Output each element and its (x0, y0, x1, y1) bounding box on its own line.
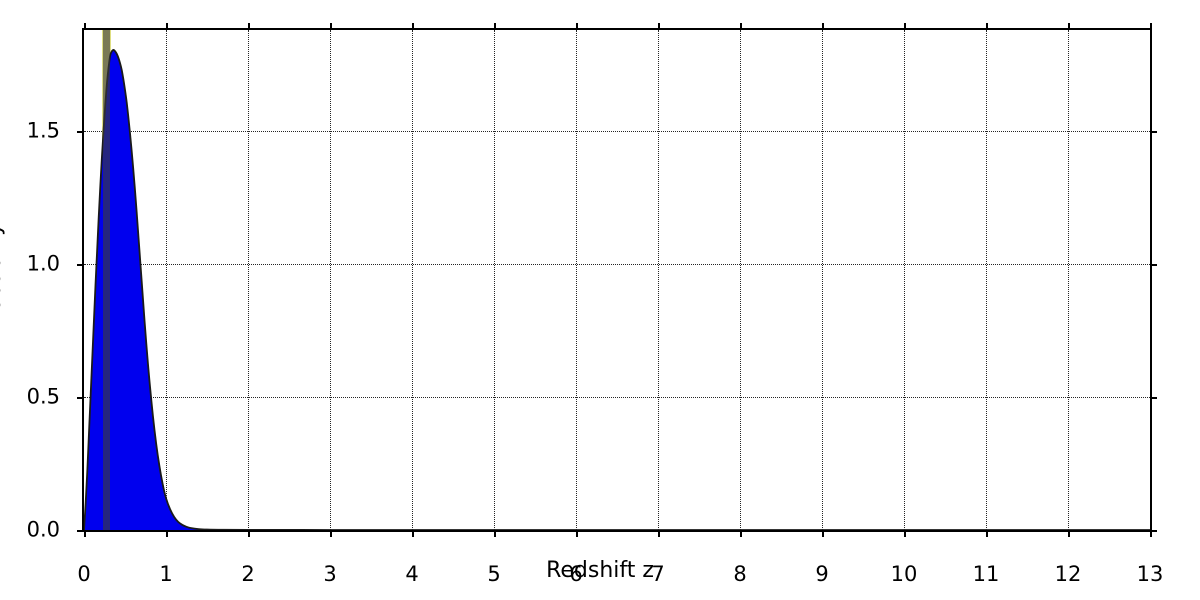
x-tick-mark-top (822, 23, 824, 30)
x-tick-label: 3 (323, 562, 337, 586)
gridline-vertical (1068, 30, 1069, 530)
gridline-vertical (248, 30, 249, 530)
x-tick-mark-top (166, 23, 168, 30)
x-tick-mark-top (904, 23, 906, 30)
y-tick-label: 0.0 (26, 517, 60, 542)
gridline-vertical (740, 30, 741, 530)
x-tick-label: 4 (405, 562, 419, 586)
x-tick-label: 10 (890, 562, 918, 586)
y-tick-mark (77, 264, 84, 267)
x-tick-mark (1150, 530, 1152, 537)
x-tick-label: 2 (241, 562, 255, 586)
y-tick-label: 1.0 (26, 251, 60, 276)
x-tick-label: 9 (815, 562, 829, 586)
plot-clip-region (84, 30, 1150, 530)
x-tick-mark (576, 530, 578, 537)
x-axis-title: Redshift z (546, 558, 654, 583)
x-tick-mark (658, 530, 660, 537)
x-tick-mark-top (576, 23, 578, 30)
y-tick-label: 0.5 (26, 384, 60, 409)
gridline-vertical (576, 30, 577, 530)
x-tick-mark (822, 530, 824, 537)
gridline-vertical (986, 30, 987, 530)
x-tick-mark-top (494, 23, 496, 30)
plot-area: 0 1 2 3 4 5 6 7 8 9 10 11 12 13 0.0 0.5 1.0 1.5 (27, 23, 1163, 585)
x-tick-mark (412, 530, 414, 537)
gridline-vertical (904, 30, 905, 530)
x-tick-label: 5 (487, 562, 501, 586)
x-tick-mark (330, 530, 332, 537)
x-tick-mark (986, 530, 988, 537)
x-tick-label: 11 (972, 562, 1000, 586)
x-tick-mark-top (412, 23, 414, 30)
y-tick-mark (77, 530, 84, 532)
gridline-horizontal (84, 131, 1150, 133)
x-tick-mark (248, 530, 250, 537)
y-tick-mark (77, 397, 84, 400)
x-tick-label: 1 (159, 562, 173, 586)
x-tick-mark-top (658, 23, 660, 30)
gridline-horizontal (84, 397, 1150, 399)
y-axis-title: Probablity (0, 222, 6, 334)
gridline-vertical (330, 30, 331, 530)
gridline-horizontal (84, 264, 1150, 266)
x-tick-mark-top (248, 23, 250, 30)
y-tick-mark-right (1150, 397, 1157, 400)
x-tick-mark (494, 530, 496, 537)
x-tick-mark-top (986, 23, 988, 30)
x-tick-mark (740, 530, 742, 537)
x-tick-mark-top (740, 23, 742, 30)
gridline-vertical (494, 30, 495, 530)
y-tick-mark-right (1150, 530, 1157, 532)
gridline-vertical (822, 30, 823, 530)
pdf-curve (84, 49, 1150, 530)
x-tick-mark (166, 530, 168, 537)
pdf-fill-area (84, 49, 1150, 530)
x-tick-mark-top (1068, 23, 1070, 30)
reference-redshift-band (103, 30, 111, 530)
x-tick-label: 0 (77, 562, 91, 586)
x-tick-mark (1068, 530, 1070, 537)
y-tick-mark-right (1150, 264, 1157, 267)
x-tick-label: 6 (569, 562, 583, 586)
x-tick-label: 12 (1054, 562, 1082, 586)
gridline-vertical (166, 30, 167, 530)
x-tick-label: 13 (1136, 562, 1164, 586)
y-tick-mark (77, 131, 84, 134)
x-tick-mark-top (1150, 23, 1152, 30)
x-tick-mark-top (330, 23, 332, 30)
gridline-vertical (658, 30, 659, 530)
gridline-vertical (412, 30, 413, 530)
x-tick-label: 7 (651, 562, 665, 586)
x-tick-mark (904, 530, 906, 537)
x-tick-label: 8 (733, 562, 747, 586)
x-tick-mark-top (84, 23, 86, 30)
y-tick-label: 1.5 (26, 118, 60, 143)
y-tick-mark-right (1150, 131, 1157, 134)
x-tick-mark (84, 530, 86, 537)
pdf-outline (84, 49, 1150, 530)
